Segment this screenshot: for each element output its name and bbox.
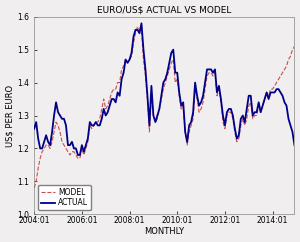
ACTUAL (140, 22, 143, 25)
Line: ACTUAL: ACTUAL (34, 23, 294, 155)
ACTUAL (64, 124, 68, 127)
Legend: MODEL, ACTUAL: MODEL, ACTUAL (38, 185, 91, 211)
MODEL (112, 88, 116, 91)
ACTUAL (76, 154, 80, 157)
MODEL (64, 147, 68, 150)
X-axis label: MONTHLY: MONTHLY (144, 227, 184, 236)
MODEL (245, 117, 249, 120)
ACTUAL (292, 144, 296, 147)
Line: MODEL: MODEL (34, 27, 294, 188)
ACTUAL (54, 101, 58, 104)
MODEL (292, 45, 296, 48)
MODEL (120, 68, 123, 71)
ACTUAL (247, 94, 250, 97)
MODEL (54, 121, 58, 123)
ACTUAL (32, 127, 36, 130)
MODEL (136, 25, 139, 28)
ACTUAL (114, 101, 117, 104)
ACTUAL (245, 107, 249, 110)
Y-axis label: US$ PER EURO: US$ PER EURO (6, 84, 15, 147)
Title: EURO/US$ ACTUAL VS MODEL: EURO/US$ ACTUAL VS MODEL (97, 6, 232, 15)
ACTUAL (122, 71, 125, 74)
MODEL (32, 187, 36, 189)
MODEL (243, 124, 247, 127)
